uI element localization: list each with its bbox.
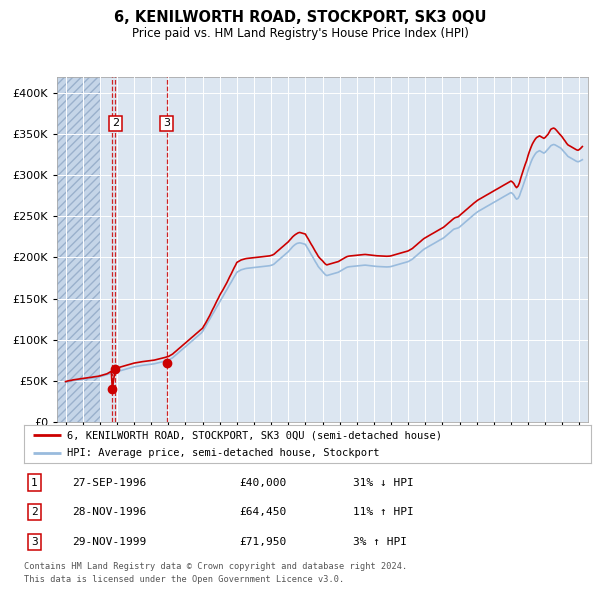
Text: £71,950: £71,950 [239, 537, 287, 547]
Text: HPI: Average price, semi-detached house, Stockport: HPI: Average price, semi-detached house,… [67, 448, 379, 458]
Text: 6, KENILWORTH ROAD, STOCKPORT, SK3 0QU: 6, KENILWORTH ROAD, STOCKPORT, SK3 0QU [114, 10, 486, 25]
Text: This data is licensed under the Open Government Licence v3.0.: This data is licensed under the Open Gov… [24, 575, 344, 584]
Text: 27-SEP-1996: 27-SEP-1996 [72, 477, 146, 487]
Text: 3: 3 [31, 537, 38, 547]
Text: 3% ↑ HPI: 3% ↑ HPI [353, 537, 407, 547]
Text: Contains HM Land Registry data © Crown copyright and database right 2024.: Contains HM Land Registry data © Crown c… [24, 562, 407, 571]
Text: 11% ↑ HPI: 11% ↑ HPI [353, 507, 413, 517]
Text: £64,450: £64,450 [239, 507, 287, 517]
Text: 29-NOV-1999: 29-NOV-1999 [72, 537, 146, 547]
Text: 2: 2 [112, 119, 119, 128]
Bar [57, 77, 100, 422]
Text: 2: 2 [31, 507, 38, 517]
Text: 3: 3 [163, 119, 170, 128]
Text: Price paid vs. HM Land Registry's House Price Index (HPI): Price paid vs. HM Land Registry's House … [131, 27, 469, 40]
Text: £40,000: £40,000 [239, 477, 287, 487]
Text: 1: 1 [31, 477, 38, 487]
Text: 31% ↓ HPI: 31% ↓ HPI [353, 477, 413, 487]
Text: 6, KENILWORTH ROAD, STOCKPORT, SK3 0QU (semi-detached house): 6, KENILWORTH ROAD, STOCKPORT, SK3 0QU (… [67, 430, 442, 440]
Text: 28-NOV-1996: 28-NOV-1996 [72, 507, 146, 517]
